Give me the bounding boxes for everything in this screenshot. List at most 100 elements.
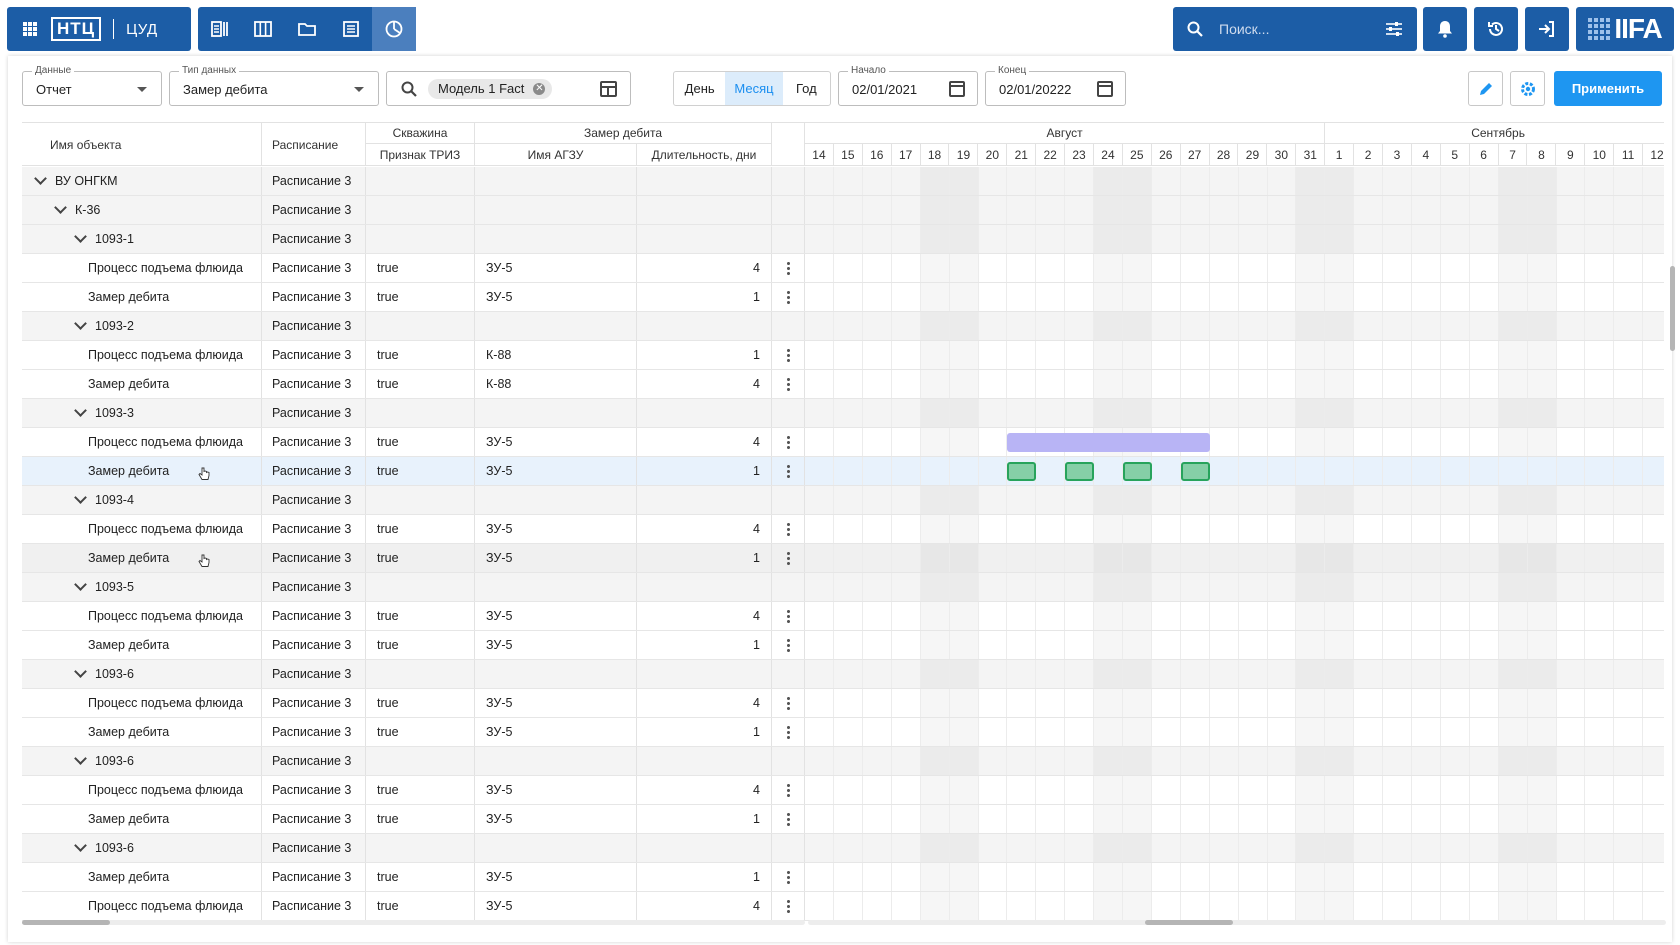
- timeline-day-cell[interactable]: [1470, 863, 1499, 891]
- timeline-day-cell[interactable]: [950, 254, 979, 282]
- apps-grid-icon[interactable]: [23, 22, 37, 36]
- timeline-day-cell[interactable]: [863, 486, 892, 514]
- timeline-day-cell[interactable]: [1383, 747, 1412, 775]
- timeline-day-cell[interactable]: [892, 805, 921, 833]
- timeline-day-cell[interactable]: [1065, 341, 1095, 369]
- timeline-day-cell[interactable]: [1181, 167, 1210, 195]
- measure-bar[interactable]: [1180, 462, 1210, 481]
- day-header[interactable]: 11: [1614, 144, 1644, 166]
- timeline-day-cell[interactable]: [1528, 370, 1557, 398]
- timeline-cells[interactable]: [805, 805, 1664, 833]
- timeline-day-cell[interactable]: [1585, 399, 1615, 427]
- timeline-day-cell[interactable]: [1383, 283, 1412, 311]
- timeline-day-cell[interactable]: [978, 892, 1008, 920]
- timeline-day-cell[interactable]: [1441, 486, 1470, 514]
- timeline-day-cell[interactable]: [1296, 225, 1326, 253]
- timeline-day-cell[interactable]: [1036, 341, 1066, 369]
- timeline-day-cell[interactable]: [892, 892, 921, 920]
- timeline-day-cell[interactable]: [1036, 573, 1066, 601]
- timeline-day-cell[interactable]: [1441, 370, 1470, 398]
- timeline-day-cell[interactable]: [1614, 254, 1644, 282]
- timeline-day-cell[interactable]: [1643, 863, 1664, 891]
- timeline-day-cell[interactable]: [863, 573, 892, 601]
- timeline-day-cell[interactable]: [1267, 486, 1297, 514]
- timeline-day-cell[interactable]: [834, 341, 863, 369]
- timeline-day-cell[interactable]: [1325, 254, 1355, 282]
- timeline-day-cell[interactable]: [1267, 776, 1297, 804]
- chevron-down-icon[interactable]: [74, 665, 87, 678]
- timeline-day-cell[interactable]: [1123, 399, 1152, 427]
- more-vert-icon[interactable]: [786, 347, 790, 363]
- timeline-day-cell[interactable]: [1007, 312, 1037, 340]
- timeline-day-cell[interactable]: [1239, 544, 1268, 572]
- table-row[interactable]: Замер дебита Расписание 3 true ЗУ-5 1: [22, 718, 1664, 747]
- timeline-day-cell[interactable]: [978, 312, 1008, 340]
- timeline-day-cell[interactable]: [1441, 718, 1470, 746]
- group-row[interactable]: 1093-6 Расписание 3: [22, 747, 1664, 776]
- timeline-day-cell[interactable]: [1065, 631, 1095, 659]
- timeline-day-cell[interactable]: [1123, 631, 1152, 659]
- timeline-day-cell[interactable]: [892, 747, 921, 775]
- timeline-day-cell[interactable]: [1181, 689, 1210, 717]
- timeline-day-cell[interactable]: [834, 892, 863, 920]
- timeline-day-cell[interactable]: [1354, 602, 1384, 630]
- chevron-down-icon[interactable]: [74, 317, 87, 330]
- timeline-day-cell[interactable]: [1614, 283, 1644, 311]
- timeline-day-cell[interactable]: [805, 834, 834, 862]
- timeline-day-cell[interactable]: [1643, 515, 1664, 543]
- timeline-day-cell[interactable]: [805, 428, 834, 456]
- timeline-day-cell[interactable]: [1181, 196, 1210, 224]
- timeline-day-cell[interactable]: [1383, 573, 1412, 601]
- timeline-cells[interactable]: [805, 486, 1664, 514]
- timeline-day-cell[interactable]: [1152, 254, 1181, 282]
- timeline-day-cell[interactable]: [1094, 544, 1123, 572]
- timeline-cells[interactable]: [805, 544, 1664, 572]
- timeline-day-cell[interactable]: [1210, 573, 1239, 601]
- timeline-day-cell[interactable]: [950, 225, 979, 253]
- timeline-day-cell[interactable]: [1412, 428, 1441, 456]
- timeline-day-cell[interactable]: [863, 283, 892, 311]
- timeline-day-cell[interactable]: [921, 834, 950, 862]
- timeline-cells[interactable]: [805, 834, 1664, 862]
- timeline-day-cell[interactable]: [1528, 863, 1557, 891]
- timeline-day-cell[interactable]: [1441, 399, 1470, 427]
- timeline-day-cell[interactable]: [1181, 631, 1210, 659]
- timeline-day-cell[interactable]: [1239, 167, 1268, 195]
- timeline-day-cell[interactable]: [892, 776, 921, 804]
- timeline-day-cell[interactable]: [1296, 718, 1326, 746]
- timeline-day-cell[interactable]: [1123, 196, 1152, 224]
- timeline-day-cell[interactable]: [1585, 225, 1615, 253]
- chevron-down-icon[interactable]: [74, 752, 87, 765]
- timeline-cells[interactable]: [805, 196, 1664, 224]
- timeline-day-cell[interactable]: [1181, 283, 1210, 311]
- timeline-day-cell[interactable]: [1585, 457, 1615, 485]
- timeline-day-cell[interactable]: [950, 515, 979, 543]
- timeline-day-cell[interactable]: [1036, 660, 1066, 688]
- timeline-day-cell[interactable]: [805, 196, 834, 224]
- timeline-day-cell[interactable]: [1354, 341, 1384, 369]
- timeline-day-cell[interactable]: [1065, 747, 1095, 775]
- timeline-day-cell[interactable]: [834, 689, 863, 717]
- timeline-day-cell[interactable]: [1556, 689, 1586, 717]
- timeline-day-cell[interactable]: [950, 486, 979, 514]
- timeline-day-cell[interactable]: [1614, 370, 1644, 398]
- timeline-day-cell[interactable]: [1556, 631, 1586, 659]
- timeline-day-cell[interactable]: [1325, 515, 1355, 543]
- timeline-day-cell[interactable]: [1412, 631, 1441, 659]
- timeline-day-cell[interactable]: [1499, 834, 1528, 862]
- timeline-day-cell[interactable]: [1354, 399, 1384, 427]
- timeline-day-cell[interactable]: [978, 428, 1008, 456]
- timeline-day-cell[interactable]: [1614, 341, 1644, 369]
- timeline-day-cell[interactable]: [921, 892, 950, 920]
- timeline-day-cell[interactable]: [1412, 196, 1441, 224]
- timeline-day-cell[interactable]: [1354, 428, 1384, 456]
- timeline-day-cell[interactable]: [1239, 457, 1268, 485]
- timeline-day-cell[interactable]: [1123, 370, 1152, 398]
- timeline-day-cell[interactable]: [1643, 196, 1664, 224]
- timeline-day-cell[interactable]: [1354, 544, 1384, 572]
- timeline-day-cell[interactable]: [1267, 689, 1297, 717]
- timeline-day-cell[interactable]: [1296, 747, 1326, 775]
- timeline-day-cell[interactable]: [1470, 573, 1499, 601]
- timeline-day-cell[interactable]: [1441, 747, 1470, 775]
- timeline-day-cell[interactable]: [921, 747, 950, 775]
